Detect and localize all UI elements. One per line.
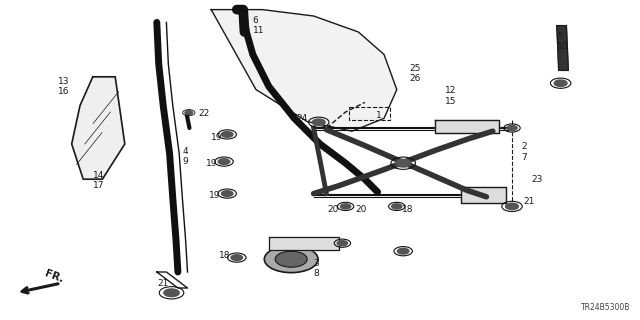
Text: TR24B5300B: TR24B5300B bbox=[581, 303, 630, 312]
Circle shape bbox=[218, 159, 230, 164]
Text: 25
26: 25 26 bbox=[410, 64, 421, 83]
Text: 24: 24 bbox=[296, 114, 307, 123]
Polygon shape bbox=[557, 26, 568, 70]
Circle shape bbox=[507, 125, 517, 131]
Circle shape bbox=[396, 159, 411, 167]
Text: 22: 22 bbox=[198, 109, 210, 118]
Circle shape bbox=[275, 251, 307, 267]
Text: 4
9: 4 9 bbox=[182, 147, 188, 166]
Text: 13
16: 13 16 bbox=[58, 77, 69, 96]
Text: 2
7: 2 7 bbox=[522, 142, 527, 162]
Text: 19: 19 bbox=[211, 133, 223, 142]
Text: 19: 19 bbox=[209, 191, 221, 200]
Text: 20: 20 bbox=[355, 205, 367, 214]
Polygon shape bbox=[435, 120, 499, 133]
Circle shape bbox=[506, 203, 518, 210]
Circle shape bbox=[164, 289, 179, 297]
Circle shape bbox=[231, 255, 243, 260]
Text: 21: 21 bbox=[523, 197, 534, 206]
Circle shape bbox=[397, 248, 409, 254]
Circle shape bbox=[221, 191, 233, 196]
Circle shape bbox=[554, 80, 567, 86]
Circle shape bbox=[264, 246, 318, 273]
Circle shape bbox=[185, 111, 193, 115]
Text: 12
15: 12 15 bbox=[445, 86, 456, 106]
Circle shape bbox=[221, 132, 233, 137]
Text: 1: 1 bbox=[376, 111, 382, 120]
Text: FR.: FR. bbox=[44, 269, 65, 285]
Polygon shape bbox=[72, 77, 125, 179]
Text: 19: 19 bbox=[206, 159, 218, 168]
Circle shape bbox=[312, 119, 325, 125]
Polygon shape bbox=[211, 10, 397, 131]
Text: 3
8: 3 8 bbox=[314, 259, 319, 278]
Text: 23: 23 bbox=[531, 175, 543, 184]
Circle shape bbox=[392, 204, 402, 209]
Text: 6
11: 6 11 bbox=[253, 16, 264, 35]
Polygon shape bbox=[157, 272, 188, 288]
Circle shape bbox=[337, 241, 348, 246]
Polygon shape bbox=[461, 187, 506, 203]
Text: 20: 20 bbox=[328, 205, 339, 214]
Text: 18: 18 bbox=[402, 205, 413, 214]
Text: 18: 18 bbox=[219, 252, 230, 260]
Text: 5
10: 5 10 bbox=[557, 32, 568, 51]
Polygon shape bbox=[269, 237, 339, 250]
Text: 14
17: 14 17 bbox=[93, 171, 104, 190]
Text: 21: 21 bbox=[157, 279, 169, 288]
Circle shape bbox=[340, 204, 351, 209]
